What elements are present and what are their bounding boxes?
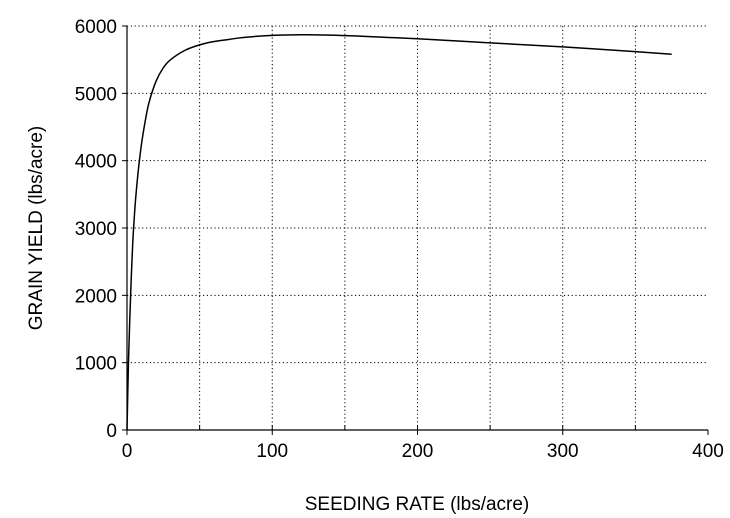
y-tick-label: 4000: [75, 152, 117, 173]
gridlines: [127, 25, 708, 430]
x-tick-label: 0: [122, 441, 133, 462]
x-tick-label: 200: [402, 441, 434, 462]
x-tick-labels: 0 100 200 300 400: [122, 441, 724, 462]
series-group: [126, 33, 672, 431]
y-tick-label: 1000: [75, 354, 117, 375]
y-tick-label: 6000: [75, 17, 117, 38]
y-tick-label: 0: [106, 421, 117, 442]
x-tick-label: 400: [692, 441, 724, 462]
y-tick-label: 2000: [75, 286, 117, 307]
y-tick-label: 5000: [75, 84, 117, 105]
x-tick-label: 300: [547, 441, 579, 462]
x-axis-title: SEEDING RATE (lbs/acre): [305, 494, 530, 515]
y-tick-labels: 0 1000 2000 3000 4000 5000 6000: [75, 17, 117, 442]
y-tick-label: 3000: [75, 219, 117, 240]
y-axis-title: GRAIN YIELD (lbs/acre): [26, 126, 47, 330]
tick-marks: [122, 25, 709, 435]
series-line-0: [126, 33, 672, 431]
x-tick-label: 100: [256, 441, 288, 462]
